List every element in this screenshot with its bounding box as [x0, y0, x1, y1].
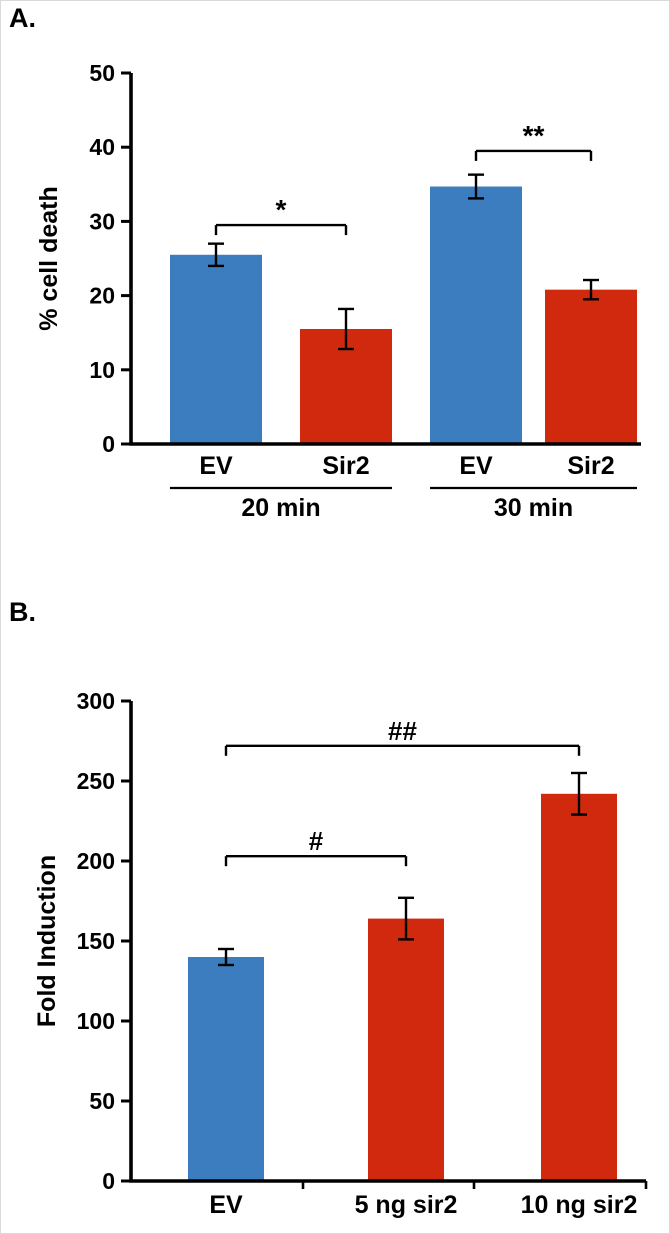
y-axis-title: % cell death: [35, 186, 63, 331]
y-tick-label: 250: [77, 768, 115, 794]
y-axis-title: Fold Induction: [33, 855, 61, 1027]
y-tick-label: 300: [77, 688, 115, 714]
y-tick-label: 50: [89, 60, 115, 86]
y-tick-label: 150: [77, 928, 115, 954]
significance-label: #: [309, 826, 324, 856]
y-tick-label: 100: [77, 1008, 115, 1034]
x-category-label: EV: [199, 452, 233, 480]
x-category-label: Sir2: [322, 452, 369, 480]
y-tick-label: 20: [89, 283, 115, 309]
bar-ev-2: [430, 186, 522, 444]
significance-label: ##: [388, 716, 417, 746]
bar-ev-0: [170, 254, 262, 444]
y-tick-label: 0: [102, 431, 115, 457]
y-tick-label: 0: [102, 1168, 115, 1194]
bar-ev-0: [188, 957, 264, 1181]
panel-b-label: B.: [9, 597, 36, 627]
bar-10-ng-sir2-2: [541, 793, 617, 1181]
bar-5-ng-sir2-1: [368, 918, 444, 1181]
significance-label: *: [276, 194, 287, 225]
significance-label: **: [523, 120, 545, 151]
x-category-label: 5 ng sir2: [355, 1191, 458, 1219]
y-tick-label: 30: [89, 208, 115, 234]
bar-sir2-3: [545, 289, 637, 444]
panel-a-label: A.: [9, 3, 36, 33]
y-tick-label: 40: [89, 134, 115, 160]
x-category-label: EV: [209, 1191, 243, 1219]
group-label: 30 min: [494, 494, 573, 522]
y-tick-label: 50: [89, 1088, 115, 1114]
group-label: 20 min: [241, 494, 320, 522]
x-category-label: EV: [459, 452, 493, 480]
y-tick-label: 200: [77, 848, 115, 874]
x-category-label: 10 ng sir2: [521, 1191, 638, 1219]
y-tick-label: 10: [89, 357, 115, 383]
x-category-label: Sir2: [567, 452, 614, 480]
